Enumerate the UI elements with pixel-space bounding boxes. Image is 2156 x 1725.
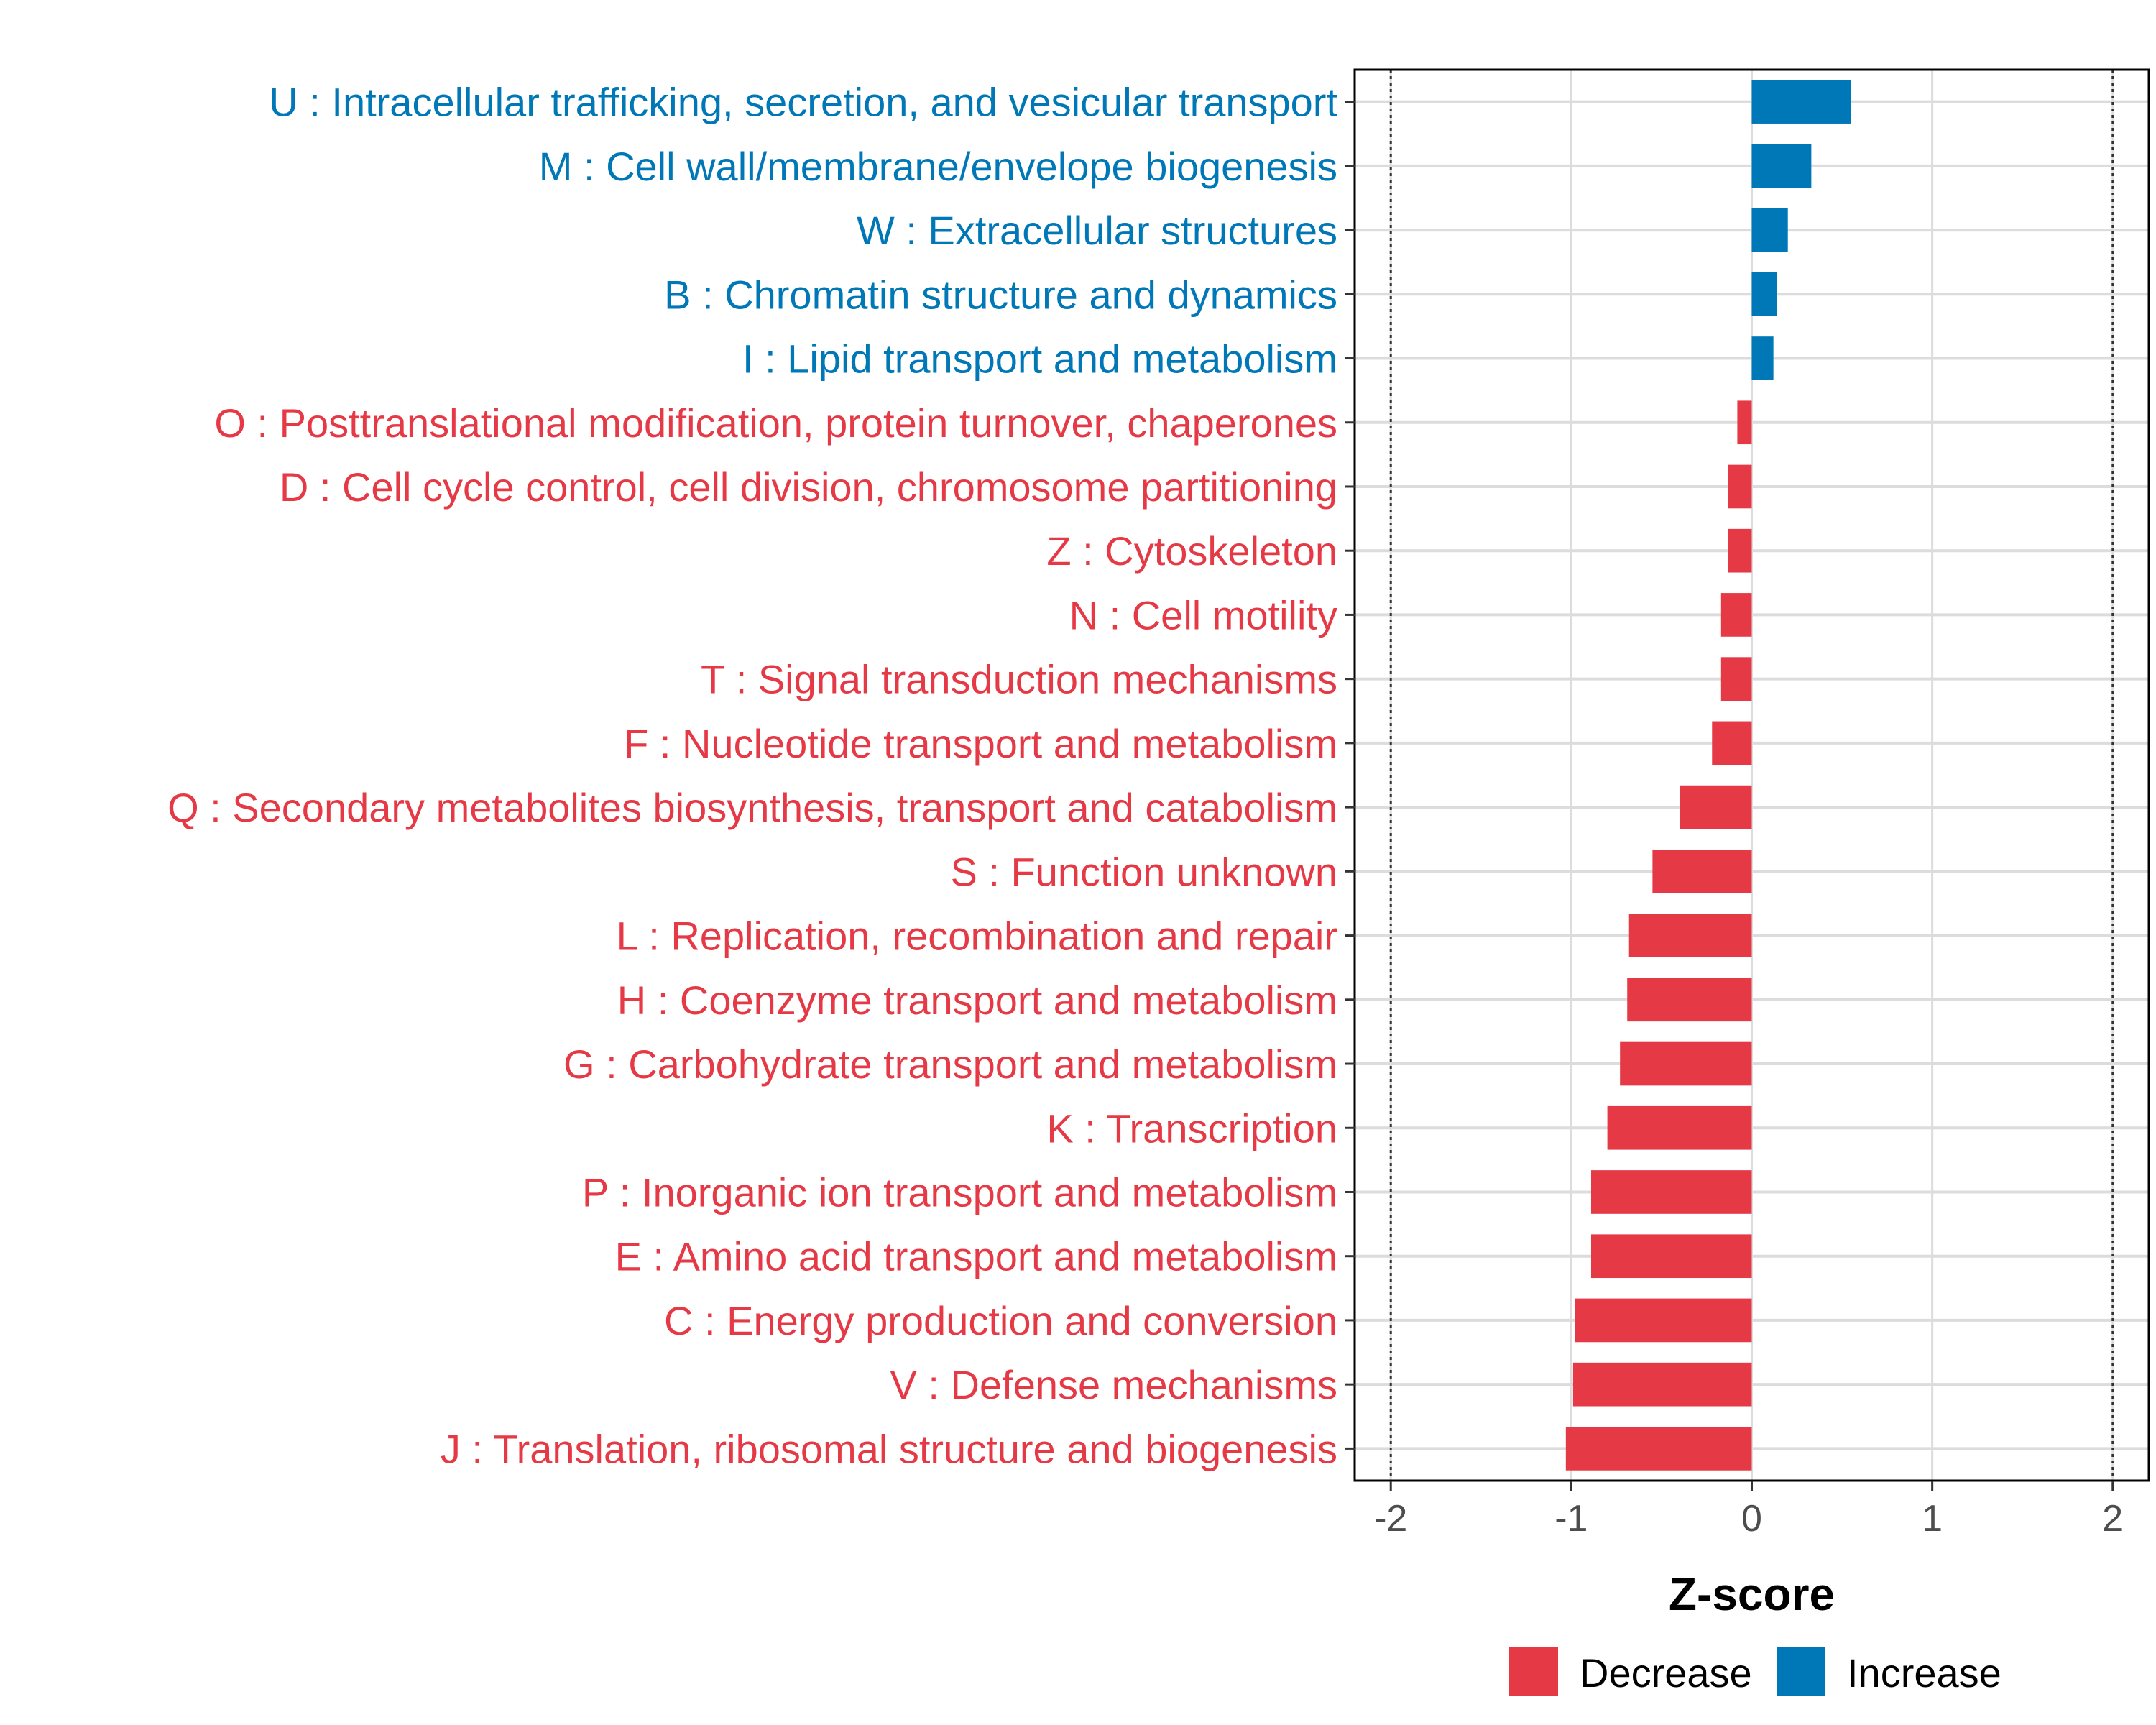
legend-swatch-decrease [1509, 1647, 1558, 1696]
x-tick-label: 1 [1922, 1498, 1943, 1540]
category-labels: U : Intracellular trafficking, secretion… [167, 80, 1337, 1472]
x-tick-label: 2 [2102, 1498, 2123, 1540]
bar [1728, 528, 1752, 573]
bar [1720, 657, 1752, 701]
category-label: O : Posttranslational modification, prot… [214, 400, 1337, 446]
category-label: N : Cell motility [1069, 592, 1337, 638]
legend-label-decrease: Decrease [1580, 1650, 1752, 1696]
category-label: B : Chromatin structure and dynamics [664, 272, 1337, 317]
category-label: D : Cell cycle control, cell division, c… [280, 464, 1337, 510]
category-label: V : Defense mechanisms [890, 1362, 1337, 1407]
bar [1652, 850, 1752, 893]
bar [1572, 1362, 1752, 1407]
x-tick-label: -1 [1554, 1498, 1588, 1540]
category-label: I : Lipid transport and metabolism [742, 336, 1337, 382]
x-axis-title: Z-score [1669, 1568, 1835, 1620]
x-tick-label: 0 [1741, 1498, 1762, 1540]
bar [1751, 80, 1851, 124]
bar [1680, 785, 1752, 829]
bar [1751, 272, 1777, 316]
category-label: K : Transcription [1046, 1105, 1337, 1151]
bar [1751, 208, 1788, 252]
bar [1751, 144, 1812, 188]
legend: Decrease Increase [1509, 1647, 2001, 1696]
category-label: P : Inorganic ion transport and metaboli… [582, 1169, 1337, 1215]
y-axis-ticks [1345, 101, 1355, 1450]
x-axis-ticks: -2 -1 0 1 2 [1374, 1481, 2123, 1540]
category-label: F : Nucleotide transport and metabolism [624, 721, 1337, 766]
bar [1590, 1234, 1752, 1279]
category-label: G : Carbohydrate transport and metabolis… [563, 1041, 1337, 1087]
legend-swatch-increase [1777, 1647, 1825, 1696]
bar [1620, 1041, 1752, 1086]
bar [1627, 978, 1752, 1022]
x-tick-label: -2 [1374, 1498, 1407, 1540]
bar [1607, 1105, 1752, 1150]
category-label: M : Cell wall/membrane/envelope biogenes… [539, 144, 1337, 189]
category-label: W : Extracellular structures [857, 208, 1337, 253]
bar [1590, 1170, 1752, 1214]
legend-label-increase: Increase [1847, 1650, 2001, 1696]
category-label: T : Signal transduction mechanisms [701, 657, 1337, 702]
category-label: J : Translation, ribosomal structure and… [441, 1426, 1337, 1471]
bars [1565, 80, 1851, 1471]
category-label: S : Function unknown [950, 849, 1337, 894]
bar [1751, 336, 1774, 380]
category-label: L : Replication, recombination and repai… [617, 914, 1337, 959]
bar [1565, 1427, 1752, 1471]
bar [1720, 593, 1752, 637]
bar [1728, 464, 1752, 509]
category-label: H : Coenzyme transport and metabolism [617, 978, 1337, 1023]
category-label: Q : Secondary metabolites biosynthesis, … [167, 785, 1337, 830]
category-label: C : Energy production and conversion [664, 1298, 1337, 1343]
bar [1628, 914, 1752, 957]
bar [1712, 721, 1752, 765]
category-label: U : Intracellular trafficking, secretion… [269, 80, 1337, 125]
reference-lines [1389, 70, 2114, 1481]
category-label: E : Amino acid transport and metabolism [615, 1234, 1337, 1279]
bar [1737, 400, 1752, 445]
category-label: Z : Cytoskeleton [1046, 528, 1337, 574]
bar [1575, 1298, 1752, 1343]
